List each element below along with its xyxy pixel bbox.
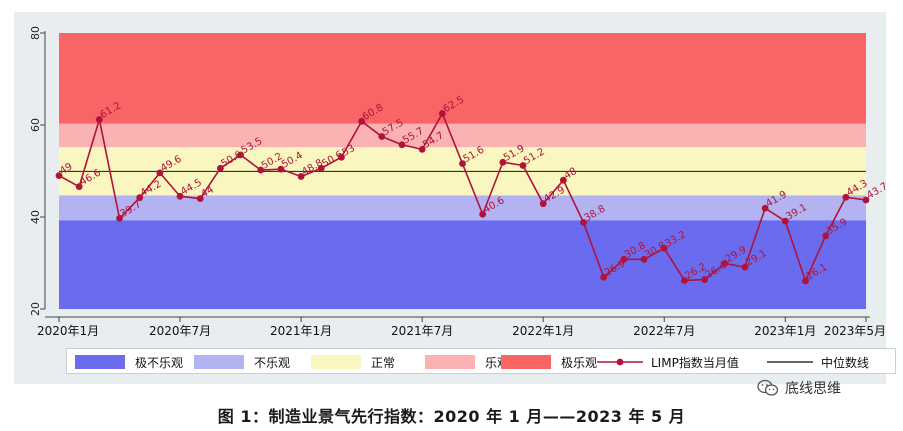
band-4 (59, 33, 866, 124)
data-point-22 (499, 158, 507, 166)
data-point-4 (136, 194, 144, 202)
data-point-11 (277, 165, 285, 173)
data-point-5 (156, 169, 164, 177)
x-tick-label-5: 2022年7月 (633, 324, 695, 338)
data-point-20 (459, 160, 466, 168)
x-tick-label-4: 2022年1月 (512, 324, 574, 338)
x-tick-label-7: 2023年5月 (824, 324, 886, 338)
data-point-36 (781, 217, 789, 225)
x-tick-label-0: 2020年1月 (37, 324, 99, 338)
legend-marker-line-icon (597, 355, 643, 369)
data-point-15 (358, 117, 366, 125)
data-point-2 (95, 116, 103, 123)
data-point-24 (539, 200, 547, 208)
data-point-3 (116, 214, 123, 222)
legend-label-very-optimistic: 极乐观 (561, 355, 598, 370)
figure-caption: 图 1：制造业景气先行指数：2020 年 1 月——2023 年 5 月 (217, 407, 686, 426)
band-3 (59, 123, 866, 148)
legend-label-pessimistic: 不乐观 (254, 355, 291, 370)
x-tick-label-3: 2021年7月 (391, 324, 453, 338)
data-point-26 (580, 219, 587, 226)
data-point-6 (176, 192, 184, 200)
data-label-7: 44 (199, 184, 216, 200)
data-point-30 (660, 244, 668, 252)
data-label-40: 43.7 (865, 181, 886, 202)
legend-swatch-pessimistic (194, 355, 244, 369)
data-point-25 (559, 176, 567, 184)
data-point-9 (237, 151, 244, 159)
data-point-17 (398, 141, 406, 149)
wechat-icon (757, 379, 779, 396)
data-point-31 (681, 277, 688, 284)
legend-item-median: 中位数线 (767, 354, 869, 370)
legend-label-very-pessimistic: 极不乐观 (135, 355, 184, 370)
y-tick-label-40: 40 (29, 210, 42, 224)
legend-label-median: 中位数线 (821, 355, 870, 370)
data-label-0: 49 (58, 161, 75, 177)
data-point-13 (317, 164, 325, 172)
y-tick-label-20: 20 (29, 302, 42, 316)
legend-label-limp-series: LIMP指数当月值 (651, 355, 739, 370)
legend-swatch-very-optimistic (501, 355, 551, 369)
data-point-34 (741, 263, 749, 271)
data-point-32 (701, 276, 708, 283)
data-point-29 (640, 255, 648, 263)
legend-item-limp-series: LIMP指数当月值 (597, 354, 739, 370)
data-point-8 (217, 164, 224, 172)
data-point-0 (55, 172, 63, 180)
data-point-27 (600, 273, 608, 281)
x-tick-label-6: 2023年1月 (754, 324, 816, 338)
data-point-39 (842, 193, 850, 201)
y-tick-label-80: 80 (29, 26, 42, 40)
data-point-37 (802, 277, 809, 285)
legend-swatch-optimistic (425, 355, 475, 369)
legend: 极不乐观 不乐观 正常 乐观 极乐观 LIMP指数当月值 中 (66, 348, 896, 374)
data-point-28 (620, 255, 628, 263)
data-point-23 (519, 162, 527, 169)
data-point-10 (257, 166, 265, 174)
band-1 (59, 195, 866, 221)
data-point-35 (761, 204, 769, 212)
legend-item-normal: 正常 (311, 354, 395, 370)
watermark-text: 底线思维 (785, 381, 841, 397)
data-point-18 (418, 145, 426, 153)
legend-item-very-pessimistic: 极不乐观 (75, 354, 183, 370)
legend-line-icon (767, 355, 813, 369)
legend-item-pessimistic: 不乐观 (194, 354, 290, 370)
legend-label-normal: 正常 (371, 355, 396, 370)
legend-item-very-optimistic: 极乐观 (501, 354, 597, 370)
x-tick-label-2: 2021年1月 (270, 324, 332, 338)
y-tick-label-60: 60 (29, 118, 42, 132)
legend-item-optimistic: 乐观 (425, 354, 509, 370)
data-point-16 (378, 133, 386, 140)
data-point-12 (297, 173, 305, 180)
legend-swatch-normal (311, 355, 361, 369)
data-point-1 (75, 183, 83, 191)
legend-swatch-very-pessimistic (75, 355, 125, 369)
chart-frame: 20 40 60 80 2020年1月 2020年7月 2021年1月 2021年7月 2022… (14, 12, 896, 384)
chart-svg: 20 40 60 80 2020年1月 2020年7月 2021年1月 2021年7月 2022… (29, 26, 886, 338)
data-point-33 (721, 260, 729, 267)
data-point-21 (479, 210, 487, 218)
data-point-38 (822, 232, 830, 240)
watermark: 底线思维 (757, 378, 841, 398)
data-point-7 (196, 195, 204, 203)
data-point-14 (338, 153, 345, 161)
data-point-19 (438, 110, 446, 117)
x-tick-label-1: 2020年7月 (149, 324, 211, 338)
data-point-40 (862, 196, 870, 204)
